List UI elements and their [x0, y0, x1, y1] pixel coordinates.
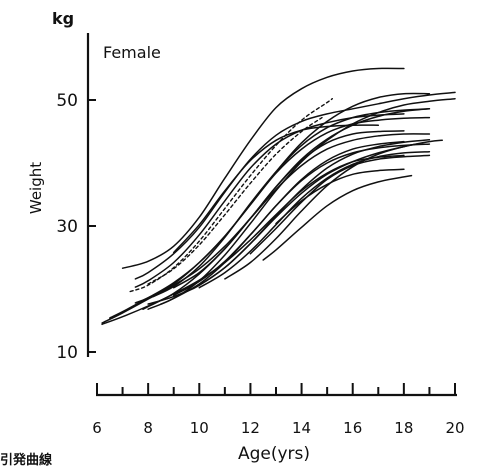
growth-curve-10	[147, 138, 431, 305]
growth-curve-14	[172, 124, 380, 254]
x-tick-label-14: 14	[292, 419, 311, 437]
x-tick-label-20: 20	[445, 419, 464, 437]
x-tick-label-16: 16	[343, 419, 362, 437]
x-tick-label-10: 10	[190, 419, 209, 437]
x-axis-title: Age(yrs)	[238, 444, 310, 464]
chart-title: Female	[103, 43, 161, 62]
growth-curve-23	[147, 116, 323, 285]
growth-curve-7	[134, 91, 456, 280]
x-tick-label-18: 18	[394, 419, 413, 437]
x-tick-label-8: 8	[143, 419, 153, 437]
growth-curve-19	[249, 154, 431, 255]
y-tick-label-30: 30	[56, 217, 78, 237]
growth-curve-15	[172, 143, 431, 297]
y-tick-label-50: 50	[56, 91, 78, 111]
growth-curves	[101, 67, 456, 326]
growth-curve-11	[152, 108, 431, 298]
x-tick-label-12: 12	[241, 419, 260, 437]
growth-curve-20	[275, 168, 405, 225]
y-unit-label: kg	[52, 9, 74, 28]
y-tick-label-10: 10	[56, 343, 78, 363]
growth-curve-8	[142, 108, 431, 310]
growth-curve-21	[262, 174, 413, 261]
y-ticks: 10 30 50	[56, 91, 96, 363]
caption-fragment: 引発曲線	[0, 452, 53, 468]
growth-curve-13	[172, 130, 405, 289]
x-tick-label-6: 6	[92, 419, 102, 437]
growth-curve-18	[224, 143, 418, 280]
x-ticks: 6 8 10 12 14 16 18 20	[92, 383, 465, 437]
y-axis-title: Weight	[27, 162, 45, 214]
growth-curve-4	[121, 67, 405, 269]
growth-curve-17	[198, 150, 431, 289]
